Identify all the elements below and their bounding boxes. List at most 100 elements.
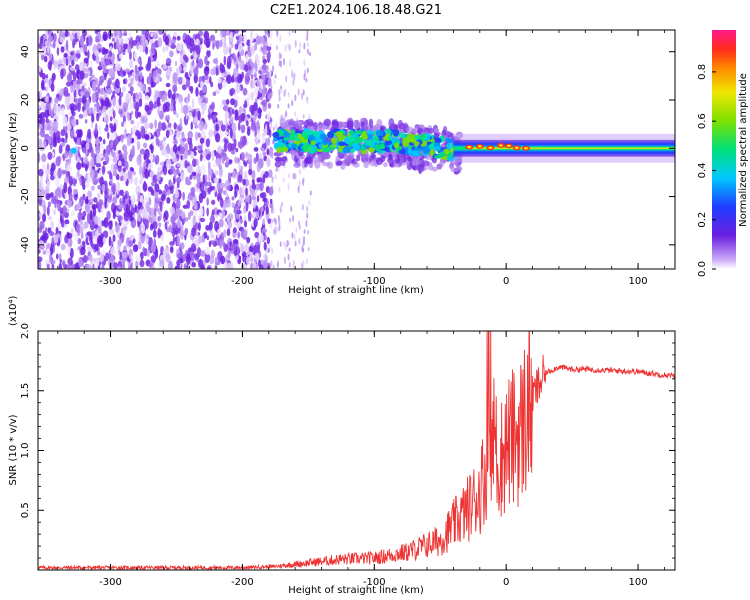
spectrum-noise-cell bbox=[261, 227, 267, 234]
spectrum-noise-cell bbox=[303, 59, 306, 67]
spectrum-band-core-cell bbox=[361, 133, 368, 140]
spectrum-noise-cell bbox=[104, 197, 107, 209]
spectrum-noise-cell bbox=[83, 221, 89, 229]
spectrum-noise-cell bbox=[82, 255, 88, 263]
spectrum-noise-cell bbox=[239, 219, 244, 224]
spectrum-noise-cell bbox=[184, 142, 189, 152]
spectrum-noise-cell bbox=[215, 40, 220, 50]
spectrum-noise-cell bbox=[215, 132, 221, 143]
spectrum-noise-cell bbox=[165, 129, 170, 139]
spectrum-noise-cell bbox=[258, 92, 263, 98]
spectrum-noise-cell bbox=[80, 232, 84, 240]
spectrum-noise-cell bbox=[237, 121, 241, 131]
spectrum-peak-center bbox=[514, 146, 519, 150]
spectrum-band-cell bbox=[433, 131, 441, 137]
spectrum-noise-cell bbox=[42, 250, 47, 255]
x-tick-label: 100 bbox=[629, 276, 648, 287]
spectrum-noise-cell bbox=[154, 248, 159, 259]
spectrum-noise-cell bbox=[115, 78, 120, 89]
spectrum-noise-cell bbox=[128, 240, 134, 247]
spectrum-noise-cell bbox=[81, 85, 85, 93]
chart-title: C2E1.2024.106.18.48.G21 bbox=[270, 3, 442, 18]
y-tick-label: 20 bbox=[20, 94, 31, 107]
spectrum-noise-cell bbox=[137, 44, 144, 53]
spectrum-noise-cell bbox=[285, 75, 288, 83]
spectrum-noise-cell bbox=[302, 178, 305, 187]
spectrum-noise-cell bbox=[293, 72, 296, 80]
spectrum-noise-cell bbox=[69, 33, 74, 40]
spectrum-noise-cell bbox=[230, 43, 234, 48]
spectrum-noise-cell bbox=[155, 191, 159, 203]
colorbar: 0.0 0.2 0.4 0.6 0.8 Normalized spectral ampl… bbox=[697, 30, 749, 277]
spectrum-noise-cell bbox=[190, 187, 195, 195]
spectrum-noise-cell bbox=[194, 124, 199, 129]
spectrum-noise-cell bbox=[255, 183, 261, 191]
spectrum-noise-cell bbox=[43, 205, 47, 215]
spectrum-noise-cell bbox=[229, 128, 233, 139]
spectrum-noise-cell bbox=[63, 182, 68, 194]
spectrum-noise-cell bbox=[80, 90, 86, 97]
bottom-y-axis-label: SNR (10 * v/v) bbox=[8, 414, 19, 485]
spectrum-noise-cell bbox=[244, 99, 247, 108]
spectrum-noise-cell bbox=[43, 55, 48, 63]
spectrum-noise-cell bbox=[99, 140, 104, 149]
spectrum-noise-cell bbox=[43, 133, 50, 140]
spectrum-noise-cell bbox=[251, 170, 256, 180]
spectrum-noise-cell bbox=[158, 222, 162, 228]
spectrum-noise-cell bbox=[267, 111, 271, 122]
spectrum-band-core-cell bbox=[338, 147, 343, 152]
spectrum-noise-cell bbox=[144, 30, 150, 39]
spectrum-noise-cell bbox=[249, 38, 253, 50]
spectrum-noise-cell bbox=[89, 169, 95, 179]
spectrum-noise-cell bbox=[199, 153, 203, 162]
spectrum-band-core-cell bbox=[388, 135, 393, 141]
spectrum-band-core-cell bbox=[307, 130, 313, 136]
spectrum-noise-cell bbox=[64, 219, 70, 225]
spectrum-noise-cell bbox=[53, 33, 57, 43]
spectrum-noise-cell bbox=[130, 77, 134, 86]
spectrum-noise-cell bbox=[163, 210, 169, 221]
spectrum-noise-cell bbox=[218, 218, 224, 228]
spectrum-noise-cell bbox=[276, 260, 279, 269]
spectrum-noise-cell bbox=[145, 63, 151, 72]
spectrum-noise-cell bbox=[273, 217, 276, 223]
spectrum-noise-cell bbox=[58, 253, 62, 260]
spectrum-noise-cell bbox=[161, 90, 165, 96]
spectrum-noise-cell bbox=[193, 201, 198, 210]
spectrum-noise-cell bbox=[61, 169, 67, 175]
spectrum-band-core-cell bbox=[319, 133, 327, 140]
spectrum-noise-cell bbox=[214, 187, 217, 193]
spectrum-noise-cell bbox=[232, 52, 236, 59]
spectrum-noise-cell bbox=[105, 113, 109, 125]
spectrum-noise-cell bbox=[154, 119, 157, 129]
spectrum-noise-cell bbox=[64, 30, 69, 38]
spectrum-noise-cell bbox=[154, 183, 160, 193]
spectrum-noise-cell bbox=[41, 213, 47, 223]
spectrum-noise-cell bbox=[294, 240, 297, 247]
spectrum-noise-cell bbox=[104, 73, 107, 81]
top-x-axis-label: Height of straight line (km) bbox=[288, 285, 424, 296]
spectrum-noise-cell bbox=[261, 147, 265, 153]
spectrum-noise-cell bbox=[203, 231, 208, 239]
spectrum-noise-cell bbox=[176, 253, 182, 259]
spectrum-noise-cell bbox=[186, 76, 191, 81]
spectrum-noise-cell bbox=[92, 235, 98, 244]
spectrum-noise-cell bbox=[39, 212, 42, 218]
spectrum-noise-cell bbox=[212, 114, 217, 122]
spectrum-noise-cell bbox=[274, 173, 277, 180]
spectrum-noise-cell bbox=[221, 99, 228, 105]
spectrum-noise-cell bbox=[211, 101, 215, 112]
spectrum-noise-cell bbox=[301, 203, 304, 211]
spectrum-noise-cell bbox=[227, 213, 234, 220]
spectrum-noise-cell bbox=[275, 45, 278, 51]
spectrum-noise-cell bbox=[81, 216, 85, 221]
spectrum-noise-cell bbox=[148, 100, 154, 111]
spectrum-noise-cell bbox=[287, 182, 290, 191]
spectrum-noise-cell bbox=[46, 179, 50, 190]
spectrum-noise-cell bbox=[288, 172, 291, 179]
spectrum-noise-cell bbox=[69, 66, 75, 71]
spectrum-noise-cell bbox=[252, 261, 257, 269]
spectrum-noise-cell bbox=[45, 193, 51, 201]
spectrum-noise-cell bbox=[223, 142, 228, 153]
spectrum-noise-cell bbox=[173, 31, 177, 37]
